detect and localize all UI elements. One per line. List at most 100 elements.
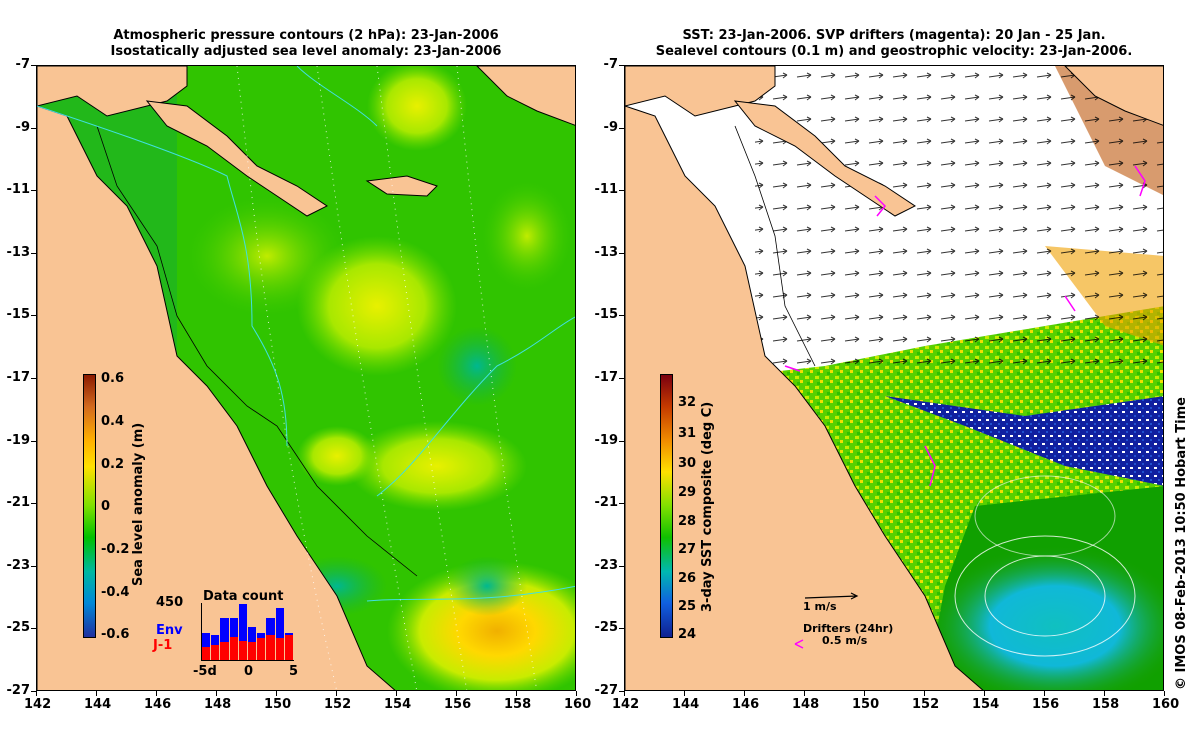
x-tick-label: 154: [384, 697, 412, 712]
sst-map-svg: [625, 66, 1163, 690]
credit-text: © IMOS 08-Feb-2013 10:50 Hobart Time: [1174, 397, 1189, 690]
sea-level-anomaly-map: [36, 65, 576, 691]
j1-count-bar: [248, 642, 257, 660]
j1-count-bar: [266, 634, 275, 660]
y-tick-label: -17: [6, 370, 31, 385]
data-count-title: Data count: [203, 589, 284, 604]
histogram-x-tick: 0: [244, 664, 254, 679]
drifters-key-title: Drifters (24hr): [803, 622, 894, 635]
x-tick-mark: [576, 691, 577, 696]
y-tick-mark: [31, 565, 36, 567]
x-tick-label: 146: [144, 697, 172, 712]
x-tick-mark: [624, 691, 625, 696]
y-tick-mark: [619, 127, 624, 129]
drifters-key-value: 0.5 m/s: [822, 634, 868, 647]
x-tick-label: 156: [1032, 697, 1060, 712]
x-tick-mark: [1104, 691, 1105, 696]
x-tick-label: 144: [672, 697, 700, 712]
x-tick-mark: [984, 691, 985, 696]
velocity-key-label: 1 m/s: [803, 600, 837, 613]
x-tick-mark: [276, 691, 277, 696]
sst-tick: 31: [678, 426, 697, 441]
x-tick-label: 144: [84, 697, 112, 712]
x-tick-mark: [684, 691, 685, 696]
y-tick-mark: [619, 628, 624, 630]
j1-count-bar: [284, 634, 293, 660]
env-count-bar: [238, 604, 247, 660]
y-tick-label: -11: [6, 182, 31, 198]
j1-count-bar: [238, 641, 247, 660]
y-tick-mark: [31, 65, 36, 66]
x-tick-mark: [456, 691, 457, 696]
y-tick-mark: [31, 691, 36, 692]
y-tick-mark: [31, 378, 36, 379]
x-tick-mark: [156, 691, 157, 696]
x-tick-label: 158: [1092, 697, 1120, 712]
y-tick-label: -13: [594, 244, 619, 260]
y-tick-label: -15: [594, 307, 619, 323]
sst-map: [624, 65, 1164, 691]
left-title-line1: Atmospheric pressure contours (2 hPa): 2…: [113, 28, 499, 43]
j1-count-bar: [211, 644, 220, 660]
y-tick-mark: [619, 440, 624, 442]
y-tick-mark: [31, 252, 36, 254]
y-tick-mark: [31, 503, 36, 505]
x-tick-label: 156: [444, 697, 472, 712]
y-tick-label: -9: [15, 119, 30, 135]
sst-tick: 26: [678, 571, 697, 586]
x-tick-label: 160: [1152, 697, 1180, 712]
sea-level-tick: -0.4: [101, 585, 130, 600]
data-count-max: 450: [156, 595, 184, 610]
sea-level-tick: 0.6: [101, 371, 125, 386]
left-title-line2: Isostatically adjusted sea level anomaly…: [110, 44, 502, 59]
right-title: SST: 23-Jan-2006. SVP drifters (magenta)…: [624, 28, 1164, 60]
x-tick-mark: [1044, 691, 1045, 696]
j1-count-bar: [202, 647, 211, 660]
j1-series-label: J-1: [153, 638, 173, 653]
x-tick-label: 158: [504, 697, 532, 712]
sea-level-colorbar-label: Sea level anomaly (m): [131, 422, 146, 586]
sea-level-anomaly-map-svg: [37, 66, 575, 690]
y-tick-label: -25: [6, 620, 31, 636]
y-tick-mark: [619, 378, 624, 379]
sea-level-tick: 0.4: [101, 414, 125, 429]
right-title-line2: Sealevel contours (0.1 m) and geostrophi…: [655, 44, 1133, 59]
sea-level-tick: 0.2: [101, 457, 125, 472]
x-tick-label: 150: [264, 697, 292, 712]
j1-count-bar: [229, 637, 238, 660]
x-tick-mark: [864, 691, 865, 696]
y-tick-label: -19: [594, 432, 619, 448]
sst-tick: 24: [678, 627, 697, 642]
x-tick-label: 146: [732, 697, 760, 712]
y-tick-label: -23: [6, 557, 31, 573]
y-tick-mark: [619, 190, 624, 192]
y-tick-label: -7: [15, 57, 30, 72]
y-tick-mark: [31, 190, 36, 192]
sst-colorbar-label: 3-day SST composite (deg C): [700, 401, 715, 612]
x-tick-label: 160: [564, 697, 592, 712]
env-series-label: Env: [156, 623, 183, 638]
x-tick-label: 154: [972, 697, 1000, 712]
env-count-bar: [220, 618, 229, 660]
histogram-x-tick: -5d: [193, 664, 217, 679]
y-tick-mark: [619, 65, 624, 66]
y-tick-mark: [31, 628, 36, 630]
y-tick-mark: [619, 565, 624, 567]
y-tick-label: -7: [603, 57, 618, 72]
sea-level-tick: 0: [101, 499, 111, 514]
histogram-x-tick: 5: [289, 664, 299, 679]
y-tick-label: -25: [594, 620, 619, 636]
sst-tick: 32: [678, 395, 697, 410]
sea-level-colorbar: [83, 374, 96, 638]
y-tick-label: -21: [594, 495, 619, 511]
x-tick-label: 150: [852, 697, 880, 712]
y-tick-label: -19: [6, 432, 31, 448]
velocity-key-arrow: [804, 592, 859, 600]
sst-tick: 27: [678, 542, 697, 557]
x-tick-mark: [924, 691, 925, 696]
x-tick-mark: [336, 691, 337, 696]
env-count-bar: [202, 633, 211, 660]
y-tick-label: -17: [594, 370, 619, 385]
sst-tick: 29: [678, 485, 697, 500]
y-tick-label: -21: [6, 495, 31, 511]
